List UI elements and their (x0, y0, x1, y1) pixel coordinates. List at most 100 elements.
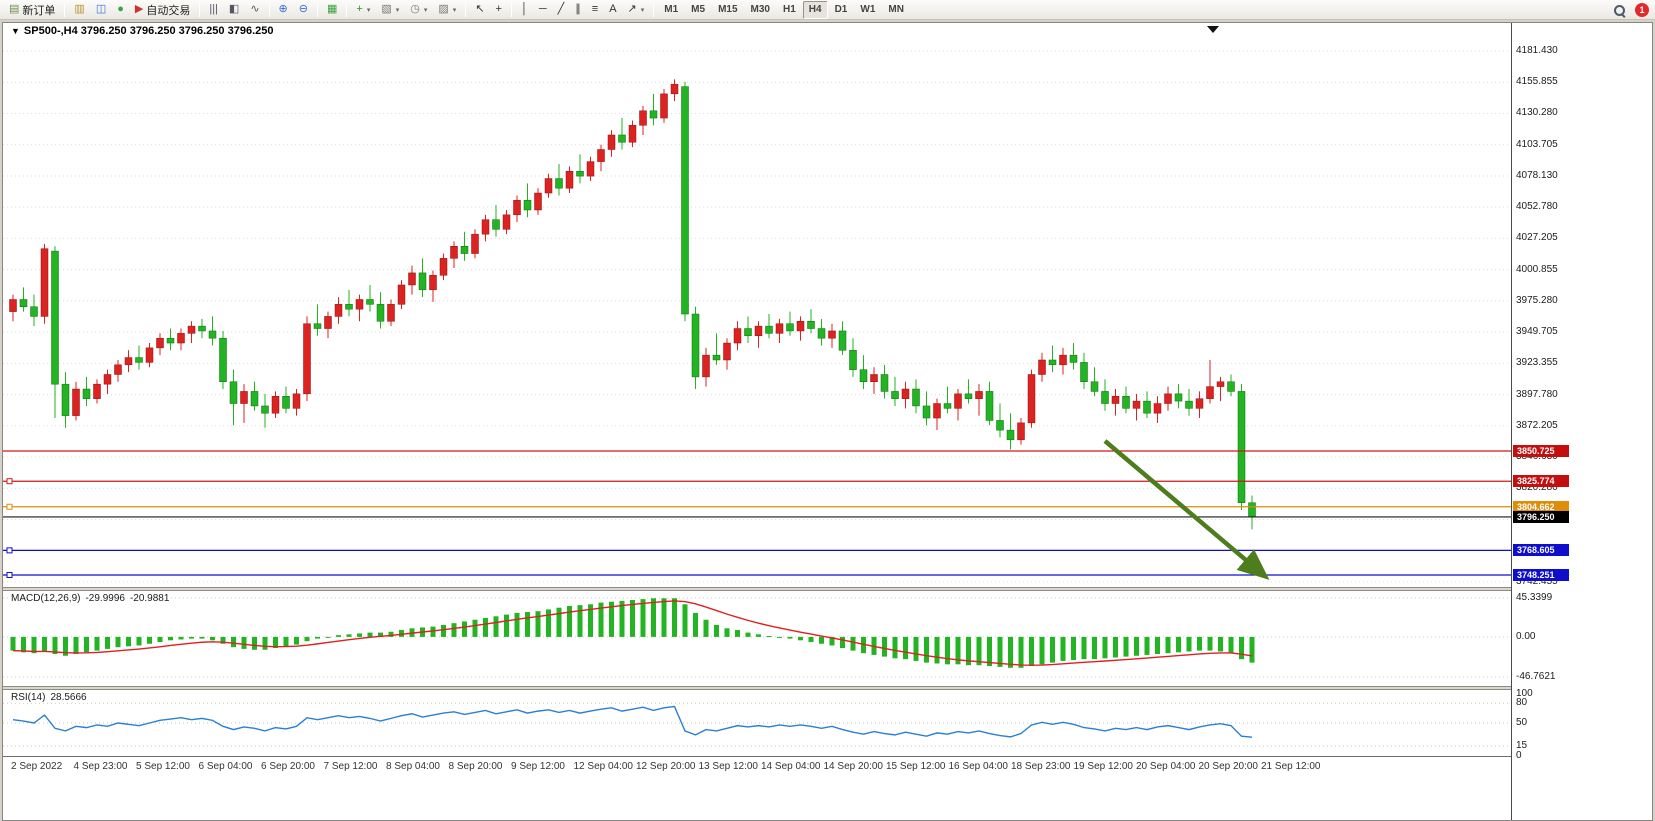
bullish-candle (1038, 359, 1046, 375)
bar-chart-button[interactable]: ||| (204, 1, 223, 19)
bullish-candle (502, 214, 511, 230)
timeframe-d1-button[interactable]: D1 (829, 1, 854, 19)
bullish-candle (544, 178, 553, 194)
search-icon[interactable] (1613, 4, 1626, 17)
bar-chart-icon: ||| (209, 3, 218, 15)
bullish-candle (124, 357, 133, 366)
rsi-axis-label: 15 (1516, 740, 1528, 752)
bearish-candle (1101, 391, 1109, 404)
window-menu-icon[interactable]: ▼ (11, 26, 20, 36)
bullish-candle (292, 393, 301, 409)
bullish-candle (114, 364, 122, 375)
horizontal-line-icon: ─ (538, 3, 547, 15)
bearish-candle (649, 110, 658, 119)
timeframe-h4-button[interactable]: H4 (802, 0, 828, 19)
macd-histogram-bar (52, 636, 58, 655)
bullish-candle (1017, 422, 1025, 441)
new-order-button[interactable]: ▤ 新订单 (4, 1, 60, 19)
bearish-candle (229, 381, 238, 404)
support-line-blue-1-handle[interactable] (6, 547, 13, 554)
periods-button[interactable]: ◷ ▾ (405, 1, 432, 19)
cursor-button[interactable]: ↖ (470, 1, 489, 19)
macd-histogram-bar (546, 609, 551, 637)
panel-splitter[interactable] (3, 587, 1652, 591)
macd-histogram-bar (1134, 636, 1139, 656)
price-axis[interactable]: 4181.430 4155.855 4130.280 4103.705 4078.130… (1511, 23, 1652, 820)
bearish-candle (817, 328, 826, 339)
timeframe-m15-button[interactable]: M15 (712, 1, 743, 19)
metaeditor-icon-icon: ▥ (74, 3, 85, 15)
bullish-candle (1195, 398, 1204, 409)
equidistant-channel-button[interactable]: ∥ (570, 1, 586, 19)
macd-histogram-bar (1092, 636, 1097, 660)
bearish-candle (198, 325, 206, 332)
rsi-name: RSI(14) (11, 692, 46, 703)
resistance-line-2-handle[interactable] (6, 478, 13, 485)
bullish-candle (156, 337, 164, 349)
panel-splitter[interactable] (3, 686, 1652, 690)
horizontal-line-button[interactable]: ─ (534, 1, 552, 19)
time-axis-label: 14 Sep 04:00 (761, 761, 821, 772)
trend-arrow[interactable] (1103, 439, 1270, 580)
toolbar-separator (199, 2, 201, 17)
arrows-button[interactable]: ↗ ▾ (623, 1, 650, 19)
rsi-panel-canvas[interactable] (3, 690, 1511, 756)
zoom-in-button[interactable]: ⊕ (274, 1, 293, 19)
support-line-blue-2-handle[interactable] (6, 571, 13, 578)
templates-button[interactable]: ▨ ▾ (433, 1, 461, 19)
vertical-line-button[interactable]: │ (516, 1, 533, 19)
macd-signal-line (12, 600, 1253, 666)
price-axis-label: 3820.280 (1516, 482, 1558, 494)
bullish-candle (628, 125, 637, 143)
time-axis-label: 12 Sep 04:00 (573, 761, 634, 772)
macd-histogram-bar (619, 600, 625, 637)
tile-windows-button[interactable]: ▦ (322, 1, 342, 19)
macd-histogram-bar (493, 616, 499, 637)
rsi-axis-label: 0 (1516, 750, 1522, 761)
main-chart-canvas[interactable] (3, 23, 1511, 587)
time-axis-label: 19 Sep 12:00 (1073, 761, 1134, 772)
bearish-candle (880, 374, 889, 392)
market-watch-icon-button[interactable]: ◫ (91, 1, 111, 19)
macd-histogram-bar (525, 612, 530, 637)
macd-histogram-bar (21, 636, 26, 653)
bearish-candle (345, 304, 353, 310)
timeframe-m1-button[interactable]: M1 (658, 1, 684, 19)
macd-histogram-bar (934, 636, 940, 664)
timeframe-m5-button[interactable]: M5 (685, 1, 711, 19)
trendline-button[interactable]: ╱ (553, 1, 570, 19)
metaeditor-icon-button[interactable]: ▥ (69, 1, 89, 19)
timeframe-w1-button[interactable]: W1 (854, 1, 881, 19)
macd-panel-canvas[interactable] (3, 591, 1511, 686)
crosshair-button[interactable]: + (491, 1, 507, 19)
zoom-out-button[interactable]: ⊖ (294, 1, 313, 19)
time-axis[interactable]: 2 Sep 2022 4 Sep 23:00 5 Sep 12:00 6 Sep 04… (3, 756, 1652, 778)
zoom-out-icon: ⊖ (298, 3, 308, 15)
bearish-candle (1048, 359, 1057, 366)
bearish-candle (208, 330, 217, 339)
text-button[interactable]: A (604, 1, 621, 19)
support-line-orange-handle[interactable] (6, 503, 13, 510)
timeframe-mn-button[interactable]: MN (882, 1, 910, 19)
timeframe-w1-button-label: W1 (860, 4, 876, 15)
timeframe-h1-button[interactable]: H1 (777, 1, 802, 19)
fibonacci-button[interactable]: ≡ (587, 1, 603, 19)
chart-window: ▼ SP500-,H4 3796.250 3796.250 3796.250 3… (2, 22, 1653, 821)
timeframe-m30-button[interactable]: M30 (745, 1, 776, 19)
macd-axis-label: 0.00 (1516, 630, 1536, 642)
auto-trading-button[interactable]: ▶ 自动交易 (130, 1, 195, 19)
chart-shift-marker[interactable] (1207, 26, 1219, 33)
profiles-button[interactable]: ▧ ▾ (376, 1, 404, 19)
navigator-icon-button[interactable]: ● (112, 1, 129, 19)
time-axis-label: 21 Sep 12:00 (1261, 761, 1321, 772)
new-chart-button[interactable]: + ▾ (351, 1, 375, 19)
toolbar-separator (346, 2, 348, 17)
candlestick-chart-button[interactable]: ◧ (224, 1, 244, 19)
notification-badge[interactable]: 1 (1635, 3, 1649, 17)
fibonacci-icon: ≡ (591, 3, 599, 15)
line-chart-icon: ∿ (250, 3, 260, 15)
timeframe-m30-button-label: M30 (750, 4, 770, 15)
line-chart-button[interactable]: ∿ (245, 1, 264, 19)
bullish-candle (565, 171, 574, 189)
macd-histogram-bar (661, 598, 667, 637)
